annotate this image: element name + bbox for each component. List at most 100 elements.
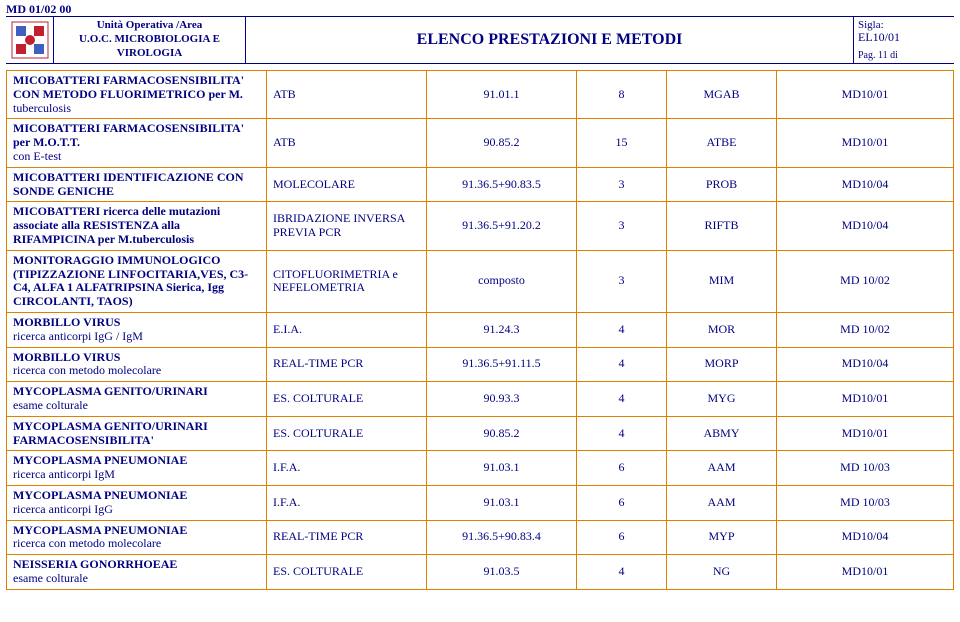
service-name-cell: MYCOPLASMA PNEUMONIAEricerca con metodo … [7, 520, 267, 555]
cell-ref: MD 10/03 [777, 451, 954, 486]
cell-method: I.F.A. [267, 485, 427, 520]
cell-abbr: MIM [667, 250, 777, 312]
service-subtitle: ricerca con metodo molecolare [13, 537, 260, 551]
service-name: MICOBATTERI IDENTIFICAZIONE CON SONDE GE… [13, 171, 260, 199]
table-row: MYCOPLASMA GENITO/URINARIesame colturale… [7, 382, 954, 417]
cell-abbr: NG [667, 555, 777, 590]
service-name: MONITORAGGIO IMMUNOLOGICO (TIPIZZAZIONE … [13, 254, 260, 309]
service-name: MYCOPLASMA PNEUMONIAE [13, 454, 260, 468]
service-subtitle: esame colturale [13, 399, 260, 413]
table-row: MICOBATTERI FARMACOSENSIBILITA' per M.O.… [7, 119, 954, 167]
unit-line1: Unità Operativa /Area [97, 19, 203, 33]
service-subtitle: tuberculosis [13, 102, 260, 116]
service-name-cell: MYCOPLASMA PNEUMONIAEricerca anticorpi I… [7, 451, 267, 486]
service-name-cell: MICOBATTERI FARMACOSENSIBILITA' CON METO… [7, 71, 267, 119]
cell-method: ES. COLTURALE [267, 382, 427, 417]
service-name: MYCOPLASMA GENITO/URINARI [13, 385, 260, 399]
cell-code: 91.36.5+90.83.5 [427, 167, 577, 202]
page-title: ELENCO PRESTAZIONI E METODI [246, 17, 854, 63]
cell-method: ES. COLTURALE [267, 416, 427, 451]
cell-days: 6 [577, 451, 667, 486]
service-subtitle: ricerca con metodo molecolare [13, 364, 260, 378]
services-table: MICOBATTERI FARMACOSENSIBILITA' CON METO… [6, 70, 954, 590]
cell-code: 91.36.5+91.20.2 [427, 202, 577, 250]
cell-code: 90.93.3 [427, 382, 577, 417]
cell-method: ES. COLTURALE [267, 555, 427, 590]
service-name: MYCOPLASMA PNEUMONIAE [13, 524, 260, 538]
cell-days: 4 [577, 347, 667, 382]
service-name-cell: MORBILLO VIRUSricerca anticorpi IgG / Ig… [7, 312, 267, 347]
table-row: MICOBATTERI IDENTIFICAZIONE CON SONDE GE… [7, 167, 954, 202]
cell-days: 4 [577, 416, 667, 451]
table-row: MORBILLO VIRUSricerca con metodo molecol… [7, 347, 954, 382]
unit-line2: U.O.C. MICROBIOLOGIA E VIROLOGIA [58, 33, 241, 61]
cell-ref: MD10/01 [777, 555, 954, 590]
cell-abbr: AAM [667, 451, 777, 486]
cell-method: REAL-TIME PCR [267, 520, 427, 555]
cell-code: 90.85.2 [427, 119, 577, 167]
cell-method: REAL-TIME PCR [267, 347, 427, 382]
table-row: MYCOPLASMA PNEUMONIAEricerca anticorpi I… [7, 485, 954, 520]
cell-method: ATB [267, 119, 427, 167]
cell-days: 4 [577, 312, 667, 347]
service-name-cell: NEISSERIA GONORRHOEAEesame colturale [7, 555, 267, 590]
cell-code: 91.03.5 [427, 555, 577, 590]
service-name: MICOBATTERI ricerca delle mutazioni asso… [13, 205, 260, 246]
table-row: MYCOPLASMA PNEUMONIAEricerca con metodo … [7, 520, 954, 555]
header: Unità Operativa /Area U.O.C. MICROBIOLOG… [6, 16, 954, 64]
table-row: MONITORAGGIO IMMUNOLOGICO (TIPIZZAZIONE … [7, 250, 954, 312]
cell-method: MOLECOLARE [267, 167, 427, 202]
cell-abbr: ATBE [667, 119, 777, 167]
cell-code: composto [427, 250, 577, 312]
cell-code: 91.03.1 [427, 451, 577, 486]
service-name-cell: MICOBATTERI FARMACOSENSIBILITA' per M.O.… [7, 119, 267, 167]
cell-abbr: ABMY [667, 416, 777, 451]
meta-cell: Sigla: EL10/01 Pag. 11 di [854, 17, 954, 63]
cell-method: ATB [267, 71, 427, 119]
service-name: MORBILLO VIRUS [13, 351, 260, 365]
content-area: MICOBATTERI FARMACOSENSIBILITA' CON METO… [6, 70, 954, 622]
cell-days: 4 [577, 382, 667, 417]
cell-method: IBRIDAZIONE INVERSA PREVIA PCR [267, 202, 427, 250]
cell-days: 3 [577, 167, 667, 202]
cell-days: 4 [577, 555, 667, 590]
cell-ref: MD10/04 [777, 520, 954, 555]
cell-ref: MD10/01 [777, 382, 954, 417]
cell-abbr: AAM [667, 485, 777, 520]
cell-abbr: MOR [667, 312, 777, 347]
cell-code: 91.24.3 [427, 312, 577, 347]
cell-code: 91.36.5+90.83.4 [427, 520, 577, 555]
cell-abbr: RIFTB [667, 202, 777, 250]
cell-ref: MD 10/02 [777, 250, 954, 312]
table-row: NEISSERIA GONORRHOEAEesame colturaleES. … [7, 555, 954, 590]
service-name: MYCOPLASMA GENITO/URINARI FARMACOSENSIBI… [13, 420, 260, 448]
service-name-cell: MORBILLO VIRUSricerca con metodo molecol… [7, 347, 267, 382]
service-subtitle: ricerca anticorpi IgG [13, 503, 260, 517]
service-name-cell: MICOBATTERI IDENTIFICAZIONE CON SONDE GE… [7, 167, 267, 202]
cell-days: 3 [577, 202, 667, 250]
service-subtitle: con E-test [13, 150, 260, 164]
cell-days: 6 [577, 485, 667, 520]
cell-abbr: MGAB [667, 71, 777, 119]
service-name-cell: MYCOPLASMA GENITO/URINARI FARMACOSENSIBI… [7, 416, 267, 451]
cell-ref: MD10/01 [777, 119, 954, 167]
service-name: NEISSERIA GONORRHOEAE [13, 558, 260, 572]
cell-code: 91.03.1 [427, 485, 577, 520]
cell-code: 91.01.1 [427, 71, 577, 119]
cell-ref: MD10/04 [777, 167, 954, 202]
cell-method: CITOFLUORIMETRIA e NEFELOMETRIA [267, 250, 427, 312]
cell-abbr: MYP [667, 520, 777, 555]
service-name: MYCOPLASMA PNEUMONIAE [13, 489, 260, 503]
table-row: MYCOPLASMA GENITO/URINARI FARMACOSENSIBI… [7, 416, 954, 451]
service-name-cell: MYCOPLASMA PNEUMONIAEricerca anticorpi I… [7, 485, 267, 520]
service-subtitle: ricerca anticorpi IgG / IgM [13, 330, 260, 344]
cell-code: 90.85.2 [427, 416, 577, 451]
service-name: MORBILLO VIRUS [13, 316, 260, 330]
cell-ref: MD 10/02 [777, 312, 954, 347]
page-number: Pag. 11 di [858, 50, 950, 61]
logo-cell [6, 17, 54, 63]
service-name-cell: MONITORAGGIO IMMUNOLOGICO (TIPIZZAZIONE … [7, 250, 267, 312]
document-id: MD 01/02 00 [6, 2, 71, 17]
cell-ref: MD10/04 [777, 347, 954, 382]
service-name-cell: MYCOPLASMA GENITO/URINARIesame colturale [7, 382, 267, 417]
